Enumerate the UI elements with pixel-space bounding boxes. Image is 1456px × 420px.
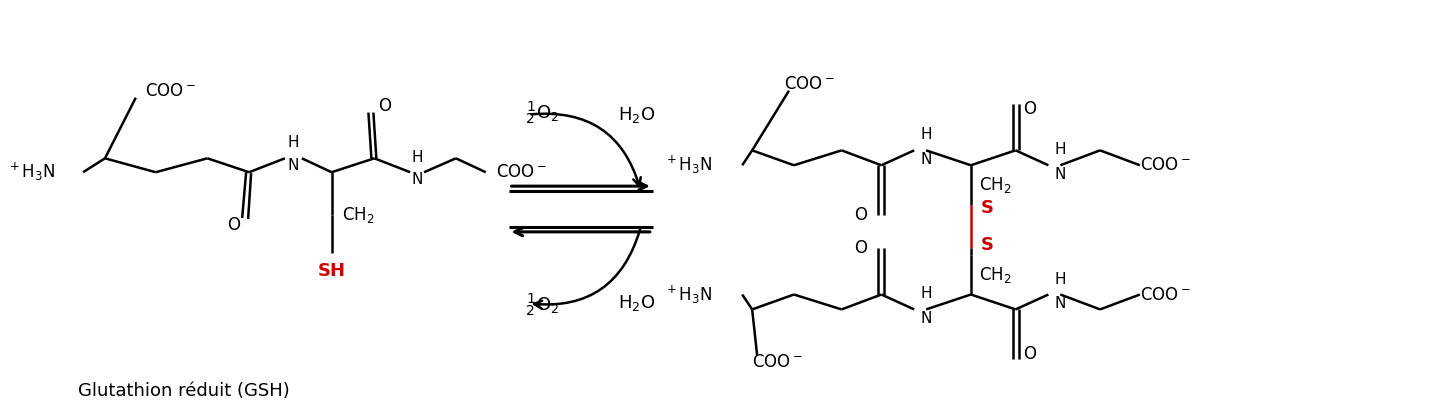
Text: 2: 2 bbox=[527, 304, 536, 318]
Text: CH$_2$: CH$_2$ bbox=[978, 175, 1012, 195]
Text: COO$^-$: COO$^-$ bbox=[495, 163, 546, 181]
Text: H: H bbox=[1054, 142, 1066, 158]
Text: 1: 1 bbox=[527, 292, 536, 307]
Text: COO$^-$: COO$^-$ bbox=[753, 353, 802, 371]
Text: S: S bbox=[981, 236, 994, 254]
Text: N: N bbox=[920, 311, 932, 326]
Text: H$_2$O: H$_2$O bbox=[617, 105, 655, 125]
Text: O: O bbox=[1024, 100, 1037, 118]
Text: $^+$H$_3$N: $^+$H$_3$N bbox=[664, 154, 712, 176]
Text: H: H bbox=[920, 127, 932, 142]
Text: O$_2$: O$_2$ bbox=[536, 102, 559, 123]
Text: 1: 1 bbox=[527, 100, 536, 113]
Text: N: N bbox=[1054, 167, 1066, 182]
Text: COO$^-$: COO$^-$ bbox=[144, 82, 195, 100]
Text: N: N bbox=[1054, 297, 1066, 312]
Text: 2: 2 bbox=[527, 112, 536, 126]
Text: O$_2$: O$_2$ bbox=[536, 295, 559, 315]
Text: SH: SH bbox=[317, 262, 345, 280]
Text: O: O bbox=[855, 206, 868, 224]
Text: Glutathion réduit (GSH): Glutathion réduit (GSH) bbox=[79, 382, 290, 400]
Text: O: O bbox=[227, 216, 240, 234]
Text: $^+$H$_3$N: $^+$H$_3$N bbox=[7, 161, 55, 184]
Text: S: S bbox=[981, 199, 994, 217]
Text: COO$^-$: COO$^-$ bbox=[1140, 156, 1191, 174]
Text: H: H bbox=[287, 135, 298, 150]
Text: O: O bbox=[1024, 345, 1037, 363]
Text: H: H bbox=[1054, 272, 1066, 286]
Text: COO$^-$: COO$^-$ bbox=[1140, 286, 1191, 304]
Text: O: O bbox=[379, 97, 392, 115]
Text: N: N bbox=[920, 152, 932, 167]
Text: CH$_2$: CH$_2$ bbox=[342, 205, 374, 225]
Text: $^+$H$_3$N: $^+$H$_3$N bbox=[664, 284, 712, 306]
Text: O: O bbox=[855, 239, 868, 257]
Text: COO$^-$: COO$^-$ bbox=[783, 75, 834, 93]
Text: H$_2$O: H$_2$O bbox=[617, 294, 655, 313]
Text: N: N bbox=[287, 158, 298, 173]
Text: H: H bbox=[412, 150, 422, 165]
Text: CH$_2$: CH$_2$ bbox=[978, 265, 1012, 285]
Text: H: H bbox=[920, 286, 932, 302]
Text: N: N bbox=[412, 172, 422, 187]
